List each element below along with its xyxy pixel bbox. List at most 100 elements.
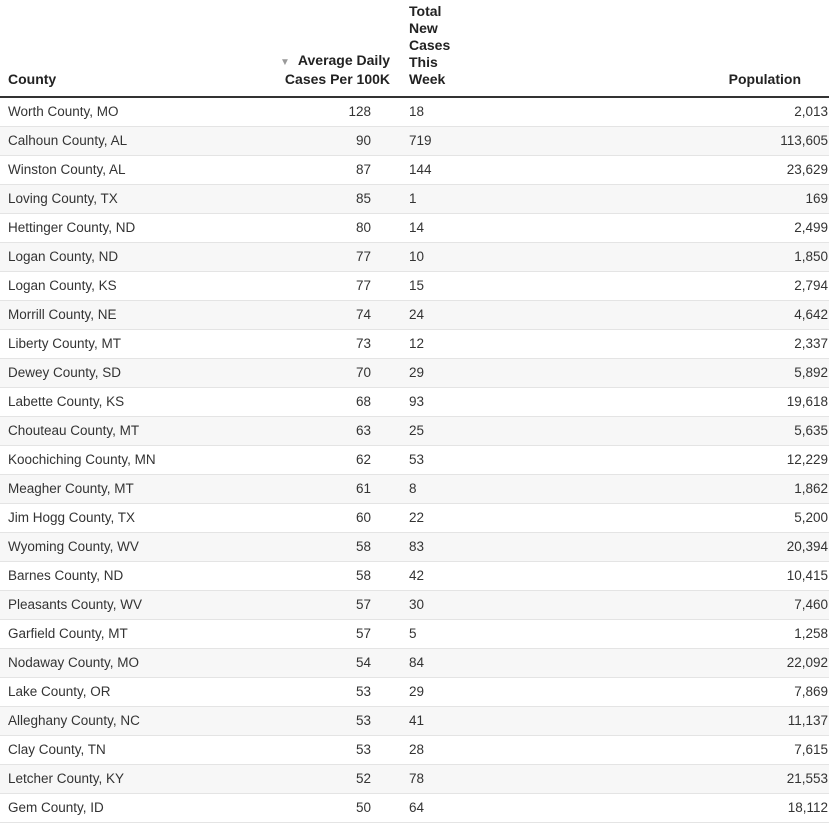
cell-county: Dewey County, SD: [0, 358, 187, 388]
cell-total-new-cases: 12: [409, 329, 599, 359]
cell-total-new-cases: 93: [409, 387, 599, 417]
cell-population: 5,635: [599, 416, 829, 446]
cell-population: 21,553: [599, 764, 829, 794]
cell-population: 11,137: [599, 706, 829, 736]
cell-avg-daily-cases: 58: [187, 532, 409, 562]
cell-population: 20,394: [599, 532, 829, 562]
column-header-avg-daily-cases[interactable]: ▼ Average Daily Cases Per 100K: [187, 0, 409, 98]
cell-avg-daily-cases: 128: [187, 97, 409, 127]
cell-population: 1,258: [599, 619, 829, 649]
cell-population: 7,869: [599, 677, 829, 707]
cell-county: Jim Hogg County, TX: [0, 503, 187, 533]
table-row: Logan County, KS 77 15 2,794: [0, 271, 829, 301]
cell-county: Labette County, KS: [0, 387, 187, 417]
cell-total-new-cases: 84: [409, 648, 599, 678]
cell-avg-daily-cases: 80: [187, 213, 409, 243]
cell-total-new-cases: 719: [409, 126, 599, 156]
cell-total-new-cases: 25: [409, 416, 599, 446]
table-row: Chouteau County, MT 63 25 5,635: [0, 416, 829, 446]
table-body: Worth County, MO 128 18 2,013 Calhoun County…: [0, 97, 829, 823]
table-row: Logan County, ND 77 10 1,850: [0, 242, 829, 272]
cell-county: Meagher County, MT: [0, 474, 187, 504]
table-row: Letcher County, KY 52 78 21,553: [0, 764, 829, 794]
cell-total-new-cases: 15: [409, 271, 599, 301]
table-row: Garfield County, MT 57 5 1,258: [0, 619, 829, 649]
column-header-population[interactable]: Population: [599, 0, 829, 98]
cell-population: 7,460: [599, 590, 829, 620]
cell-population: 19,618: [599, 387, 829, 417]
cell-county: Lake County, OR: [0, 677, 187, 707]
cell-county: Winston County, AL: [0, 155, 187, 185]
cell-total-new-cases: 24: [409, 300, 599, 330]
cell-total-new-cases: 53: [409, 445, 599, 475]
sort-down-icon[interactable]: ▼: [280, 57, 290, 68]
cell-county: Nodaway County, MO: [0, 648, 187, 678]
table-row: Worth County, MO 128 18 2,013: [0, 97, 829, 127]
cell-total-new-cases: 14: [409, 213, 599, 243]
cell-county: Chouteau County, MT: [0, 416, 187, 446]
cell-total-new-cases: 28: [409, 735, 599, 765]
table-row: Barnes County, ND 58 42 10,415: [0, 561, 829, 591]
cell-county: Calhoun County, AL: [0, 126, 187, 156]
column-header-label: County: [8, 71, 57, 87]
cell-total-new-cases: 5: [409, 619, 599, 649]
table-row: Liberty County, MT 73 12 2,337: [0, 329, 829, 359]
cell-total-new-cases: 29: [409, 677, 599, 707]
cell-total-new-cases: 22: [409, 503, 599, 533]
cell-county: Worth County, MO: [0, 97, 187, 127]
cell-county: Logan County, ND: [0, 242, 187, 272]
cell-total-new-cases: 41: [409, 706, 599, 736]
cell-avg-daily-cases: 85: [187, 184, 409, 214]
cell-county: Garfield County, MT: [0, 619, 187, 649]
table-row: Hettinger County, ND 80 14 2,499: [0, 213, 829, 243]
table-row: Labette County, KS 68 93 19,618: [0, 387, 829, 417]
cell-population: 4,642: [599, 300, 829, 330]
cell-population: 5,200: [599, 503, 829, 533]
cell-total-new-cases: 18: [409, 97, 599, 127]
cell-county: Barnes County, ND: [0, 561, 187, 591]
cell-avg-daily-cases: 77: [187, 242, 409, 272]
cell-population: 113,605: [599, 126, 829, 156]
cell-avg-daily-cases: 63: [187, 416, 409, 446]
cell-county: Wyoming County, WV: [0, 532, 187, 562]
cell-avg-daily-cases: 70: [187, 358, 409, 388]
cell-avg-daily-cases: 74: [187, 300, 409, 330]
cell-avg-daily-cases: 52: [187, 764, 409, 794]
table-row: Koochiching County, MN 62 53 12,229: [0, 445, 829, 475]
cell-avg-daily-cases: 73: [187, 329, 409, 359]
cell-total-new-cases: 29: [409, 358, 599, 388]
table-row: Dewey County, SD 70 29 5,892: [0, 358, 829, 388]
cell-county: Logan County, KS: [0, 271, 187, 301]
table-row: Winston County, AL 87 144 23,629: [0, 155, 829, 185]
cell-avg-daily-cases: 57: [187, 590, 409, 620]
cell-total-new-cases: 42: [409, 561, 599, 591]
cell-county: Morrill County, NE: [0, 300, 187, 330]
table-row: Alleghany County, NC 53 41 11,137: [0, 706, 829, 736]
table-row: Calhoun County, AL 90 719 113,605: [0, 126, 829, 156]
table-row: Gem County, ID 50 64 18,112: [0, 793, 829, 823]
cell-avg-daily-cases: 62: [187, 445, 409, 475]
column-header-total-new-cases[interactable]: Total New Cases This Week: [409, 0, 599, 98]
table-row: Jim Hogg County, TX 60 22 5,200: [0, 503, 829, 533]
cell-avg-daily-cases: 87: [187, 155, 409, 185]
table-row: Loving County, TX 85 1 169: [0, 184, 829, 214]
cell-population: 23,629: [599, 155, 829, 185]
column-header-label: Total New Cases This Week: [409, 3, 451, 87]
cell-total-new-cases: 64: [409, 793, 599, 823]
cell-county: Alleghany County, NC: [0, 706, 187, 736]
cell-population: 18,112: [599, 793, 829, 823]
cell-county: Koochiching County, MN: [0, 445, 187, 475]
cell-total-new-cases: 30: [409, 590, 599, 620]
table-row: Pleasants County, WV 57 30 7,460: [0, 590, 829, 620]
column-header-county[interactable]: County: [0, 0, 187, 98]
cell-population: 2,794: [599, 271, 829, 301]
header-row: County ▼ Average Daily Cases Per 100K Tota…: [0, 0, 829, 98]
cell-population: 10,415: [599, 561, 829, 591]
cell-county: Pleasants County, WV: [0, 590, 187, 620]
cell-avg-daily-cases: 57: [187, 619, 409, 649]
cell-avg-daily-cases: 58: [187, 561, 409, 591]
cell-avg-daily-cases: 68: [187, 387, 409, 417]
cell-population: 1,850: [599, 242, 829, 272]
cell-population: 5,892: [599, 358, 829, 388]
